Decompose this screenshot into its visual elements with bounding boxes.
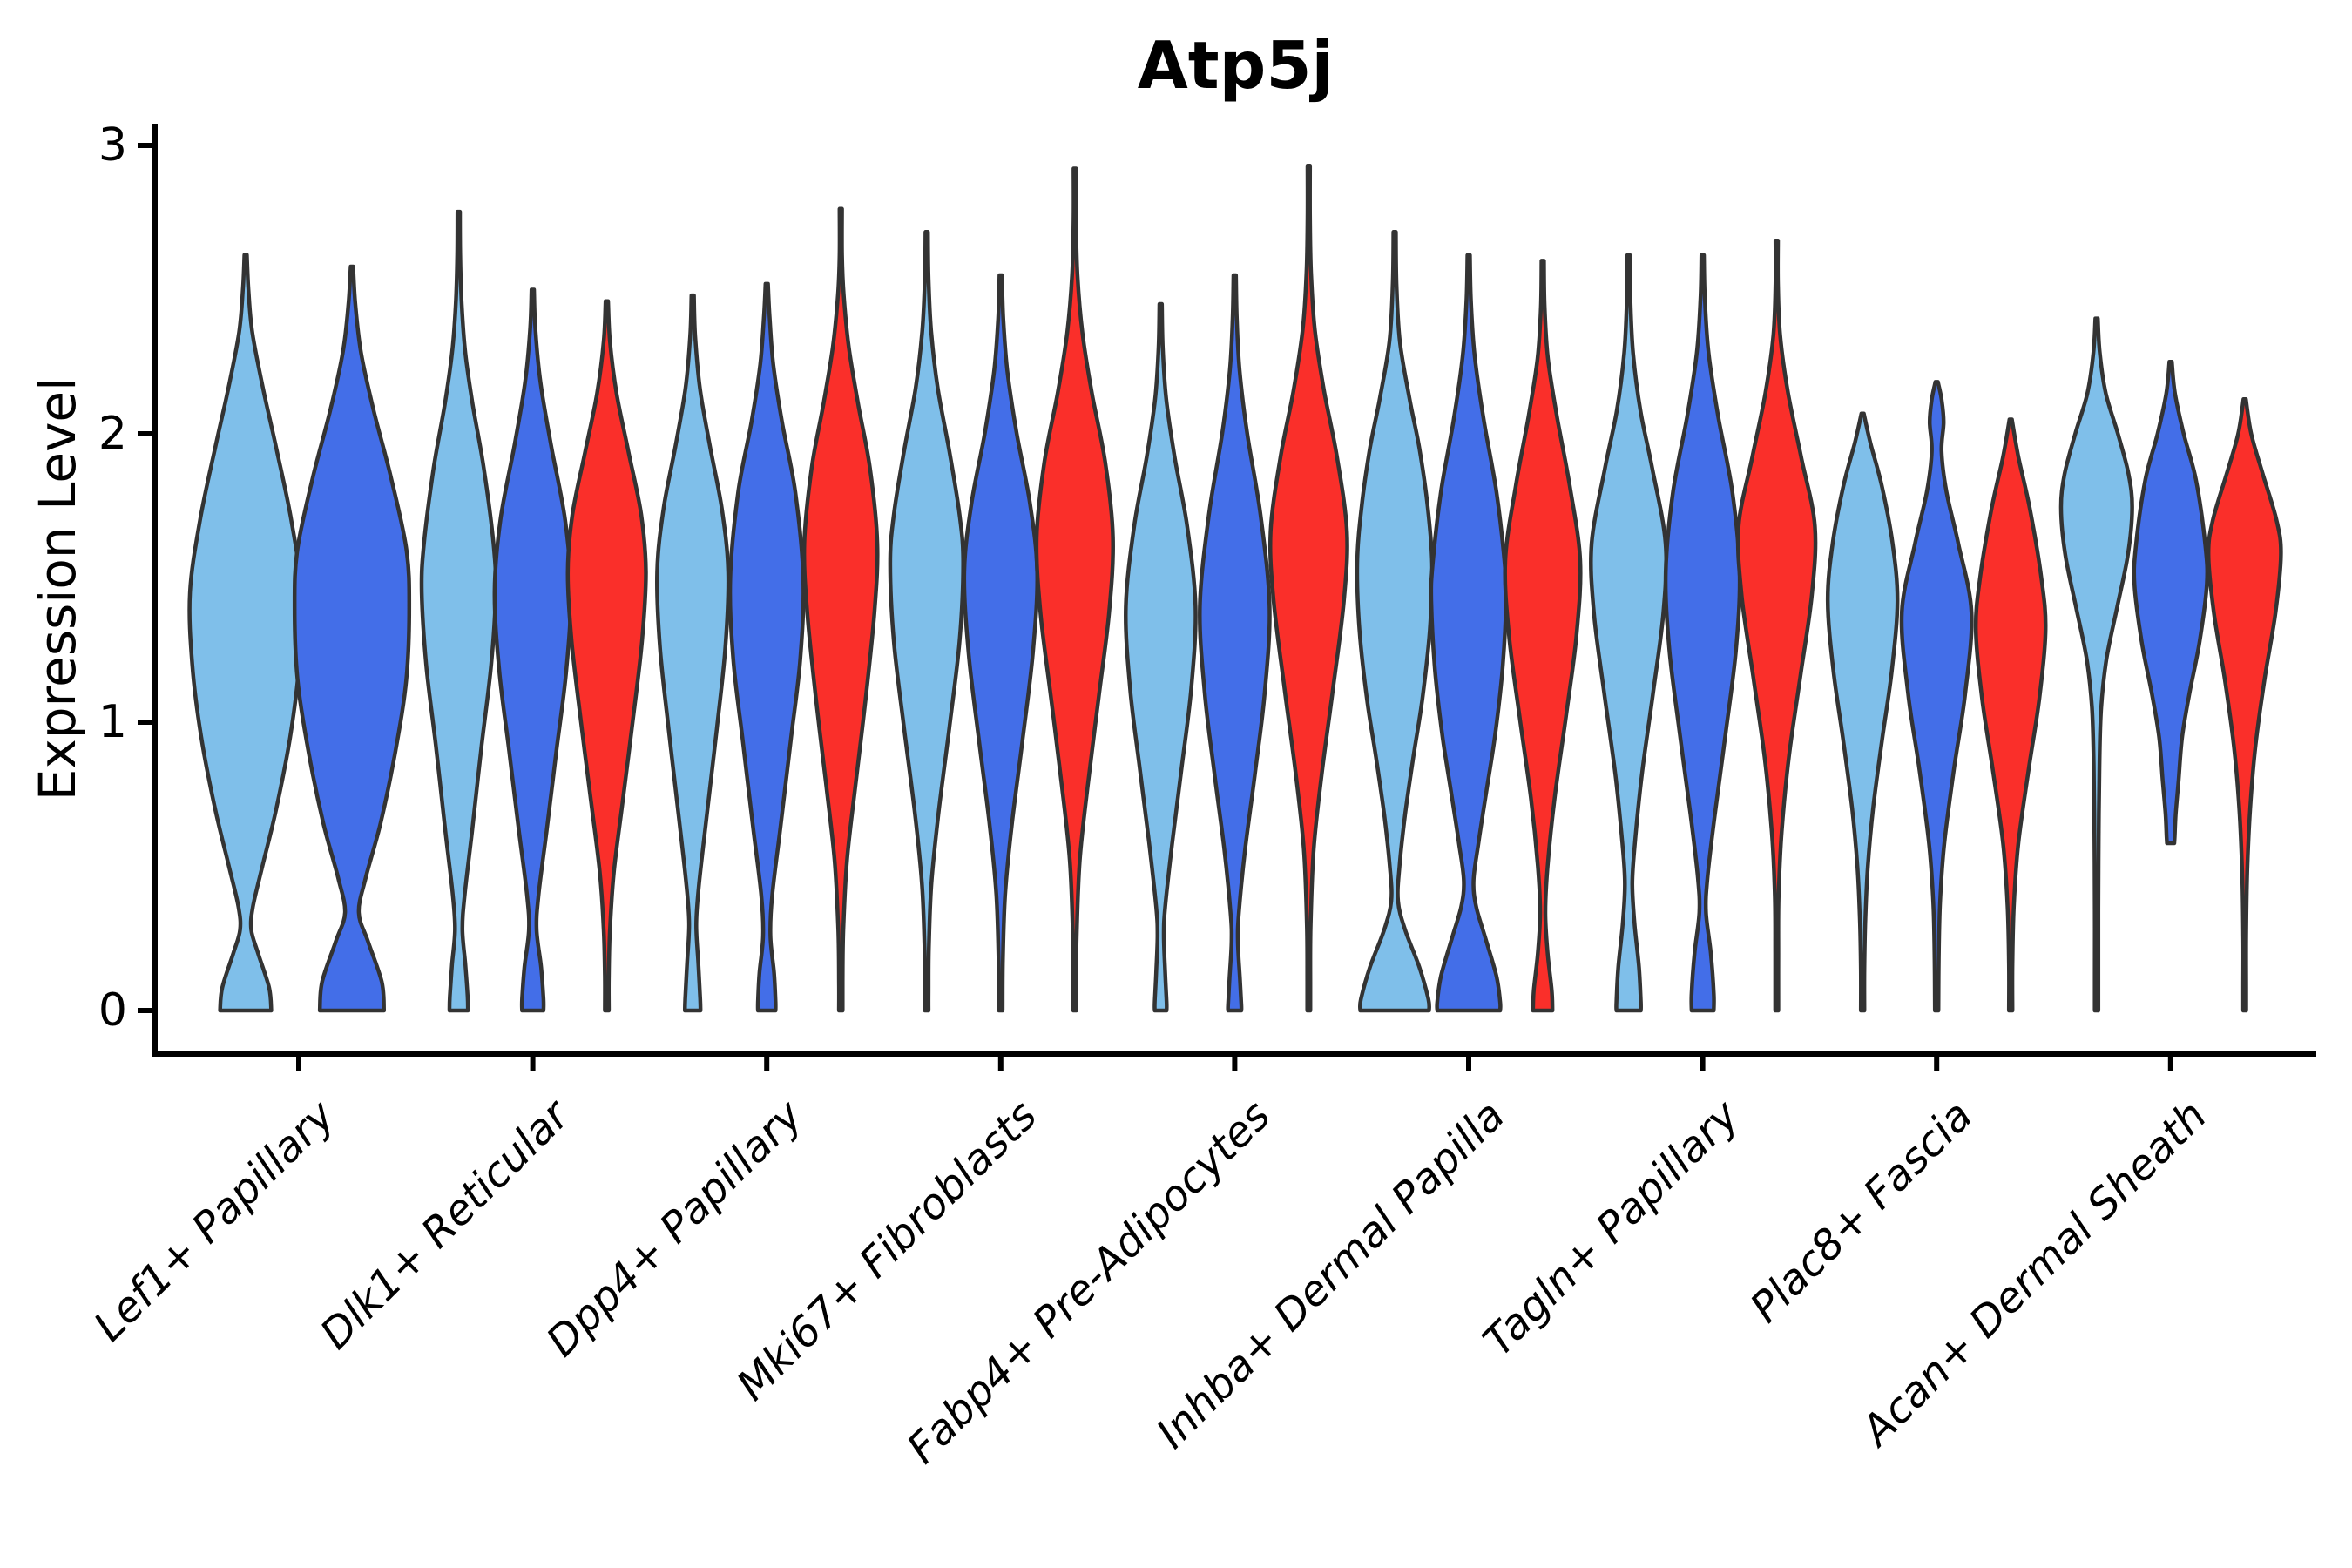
violin-group3-split1 — [655, 293, 731, 1013]
y-tick-label-1: 1 — [98, 696, 127, 748]
violin-group6-split2 — [1429, 253, 1509, 1013]
violin-group2-split2 — [492, 287, 573, 1013]
violin-group8-split3 — [1973, 417, 2048, 1013]
violin-group7-split1 — [1589, 253, 1669, 1013]
violin-group4-split1 — [888, 230, 965, 1013]
violin-group7-split3 — [1735, 238, 1818, 1013]
plot-title: Atp5j — [1137, 27, 1335, 104]
y-tick-label-2: 2 — [98, 408, 127, 460]
violin-group4-split2 — [962, 273, 1040, 1013]
violin-group6-split3 — [1503, 259, 1583, 1013]
violin-group8-split1 — [1825, 411, 1900, 1013]
violin-group3-split2 — [727, 281, 806, 1013]
violin-group1-split2 — [292, 264, 412, 1013]
violin-group4-split3 — [1034, 166, 1115, 1013]
violin-group6-split1 — [1355, 230, 1435, 1013]
violin-group9-split2 — [2132, 360, 2210, 846]
violin-group5-split1 — [1124, 301, 1198, 1013]
violin-group2-split1 — [419, 209, 498, 1013]
violin-group9-split3 — [2206, 397, 2283, 1013]
violin-group3-split3 — [801, 206, 880, 1013]
violin-group7-split2 — [1663, 253, 1742, 1013]
violin-group5-split2 — [1198, 273, 1272, 1013]
violin-group5-split3 — [1267, 163, 1349, 1013]
violin-group2-split3 — [565, 299, 648, 1013]
y-tick-label-0: 0 — [98, 984, 127, 1037]
violin-group1-split1 — [187, 253, 304, 1013]
violin-group8-split2 — [1899, 380, 1974, 1013]
y-tick-label-3: 3 — [98, 119, 127, 172]
violin-group9-split1 — [2058, 316, 2134, 1013]
